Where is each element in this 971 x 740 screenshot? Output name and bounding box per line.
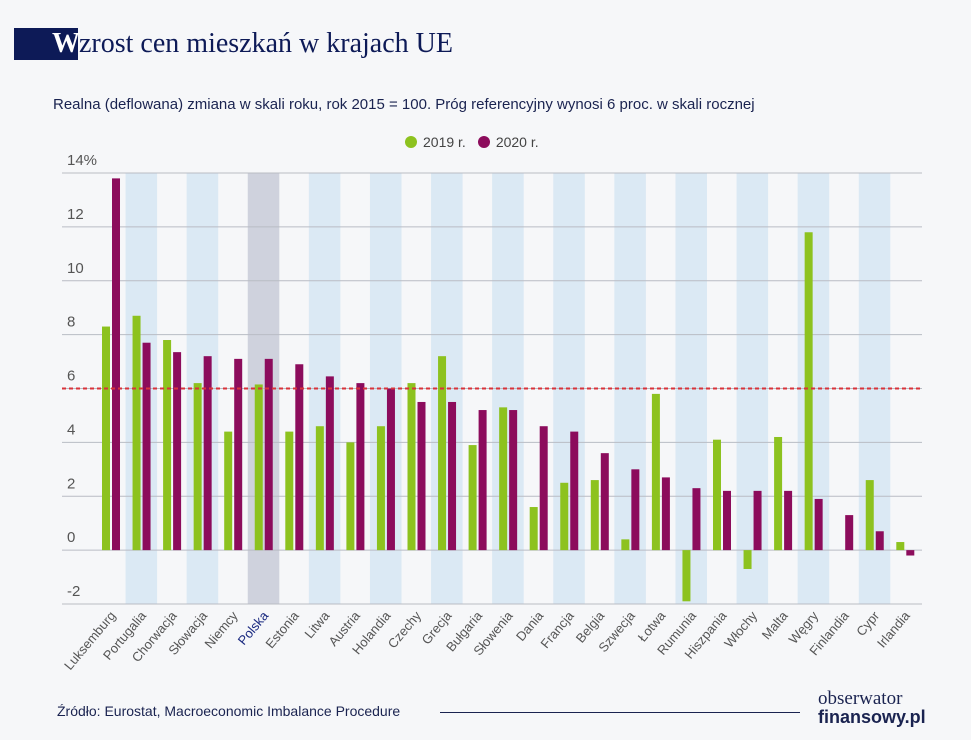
- bar-2020: [142, 342, 151, 551]
- legend-label-2020: 2020 r.: [495, 134, 539, 150]
- bar-2020: [417, 401, 426, 551]
- bar-2019: [682, 550, 691, 602]
- bar-2020: [784, 490, 793, 551]
- bar-2019: [804, 232, 813, 551]
- chart-subtitle: Realna (deflowana) zmiana w skali roku, …: [53, 96, 755, 113]
- bar-2020: [539, 426, 548, 551]
- bar-2020: [112, 178, 120, 551]
- bar-2020: [203, 356, 212, 551]
- bar-2020: [661, 477, 670, 551]
- bar-2020: [570, 431, 579, 551]
- bar-2020: [906, 550, 915, 556]
- bar-2019: [896, 542, 905, 551]
- bar-2019: [102, 326, 110, 551]
- title-initial: W: [14, 28, 80, 60]
- logo-line2: finansowy.pl: [818, 707, 926, 727]
- bar-2019: [438, 356, 447, 551]
- x-tick-label: Czechy: [385, 608, 425, 651]
- y-tick-label: 8: [67, 314, 75, 331]
- bar-2019: [774, 436, 783, 551]
- bar-2020: [264, 358, 273, 551]
- y-tick-label: 6: [67, 368, 75, 385]
- bar-2019: [560, 482, 569, 551]
- bar-2019: [407, 383, 416, 551]
- bar-2019: [499, 407, 508, 551]
- y-tick-label: -2: [67, 583, 80, 600]
- divider: [440, 712, 800, 713]
- bar-2020: [814, 498, 823, 551]
- bar-2020: [356, 383, 365, 551]
- x-tick-label: Włochy: [721, 608, 760, 651]
- bar-2020: [753, 490, 762, 551]
- bar-2019: [163, 340, 172, 551]
- x-tick-label: Irlandia: [874, 608, 913, 651]
- bar-2020: [509, 410, 518, 551]
- bar-2020: [875, 531, 884, 551]
- bar-2020: [325, 376, 334, 551]
- bar-2019: [713, 439, 721, 551]
- bar-2019: [193, 383, 202, 551]
- bar-2019: [865, 480, 874, 551]
- bar-chart: 14%121086420-2LuksemburgPortugaliaChorwa…: [61, 152, 922, 673]
- y-tick-label: 12: [67, 206, 84, 223]
- bar-2019: [376, 426, 385, 551]
- bar-2020: [631, 469, 640, 551]
- bar-2020: [386, 388, 395, 551]
- bar-2019: [621, 539, 630, 551]
- bar-2020: [600, 453, 609, 551]
- bar-2020: [173, 352, 182, 551]
- x-tick-label: Niemcy: [201, 608, 241, 651]
- y-tick-label: 4: [67, 421, 75, 438]
- x-tick-label: Francja: [537, 608, 577, 651]
- bar-2020: [478, 410, 487, 551]
- legend-swatch-2019: [405, 136, 417, 148]
- bar-2019: [285, 431, 294, 551]
- y-tick-label: 0: [67, 529, 75, 546]
- bar-2020: [845, 515, 854, 551]
- legend-item-2020: 2020 r.: [477, 134, 539, 150]
- bar-2020: [448, 401, 457, 551]
- page-title: W zrost cen mieszkań w krajach UE: [14, 28, 453, 60]
- bar-2020: [723, 490, 731, 551]
- bar-2019: [529, 507, 538, 551]
- title-text: zrost cen mieszkań w krajach UE: [79, 28, 453, 59]
- bar-2020: [692, 488, 701, 551]
- bar-2019: [346, 442, 355, 551]
- bar-2020: [234, 358, 243, 551]
- bar-2019: [315, 426, 324, 551]
- bar-2019: [651, 393, 660, 551]
- bar-2019: [743, 550, 752, 569]
- legend-item-2019: 2019 r.: [405, 134, 466, 150]
- logo: obserwator finansowy.pl: [818, 688, 926, 727]
- y-tick-label: 2: [67, 475, 75, 492]
- legend: 2019 r. 2020 r.: [405, 134, 539, 150]
- bar-2019: [224, 431, 233, 551]
- source-note: Źródło: Eurostat, Macroeconomic Imbalanc…: [57, 703, 401, 719]
- legend-label-2019: 2019 r.: [423, 134, 466, 150]
- y-tick-label: 10: [67, 260, 84, 277]
- bar-2019: [590, 480, 599, 551]
- x-tick-label: Estonia: [263, 608, 303, 651]
- bar-2020: [295, 364, 304, 551]
- y-tick-label: 14%: [67, 152, 97, 169]
- legend-swatch-2020: [477, 136, 490, 148]
- bar-2019: [254, 384, 263, 551]
- bar-2019: [468, 445, 477, 551]
- logo-line1: obserwator: [818, 688, 903, 709]
- bar-2019: [132, 315, 141, 551]
